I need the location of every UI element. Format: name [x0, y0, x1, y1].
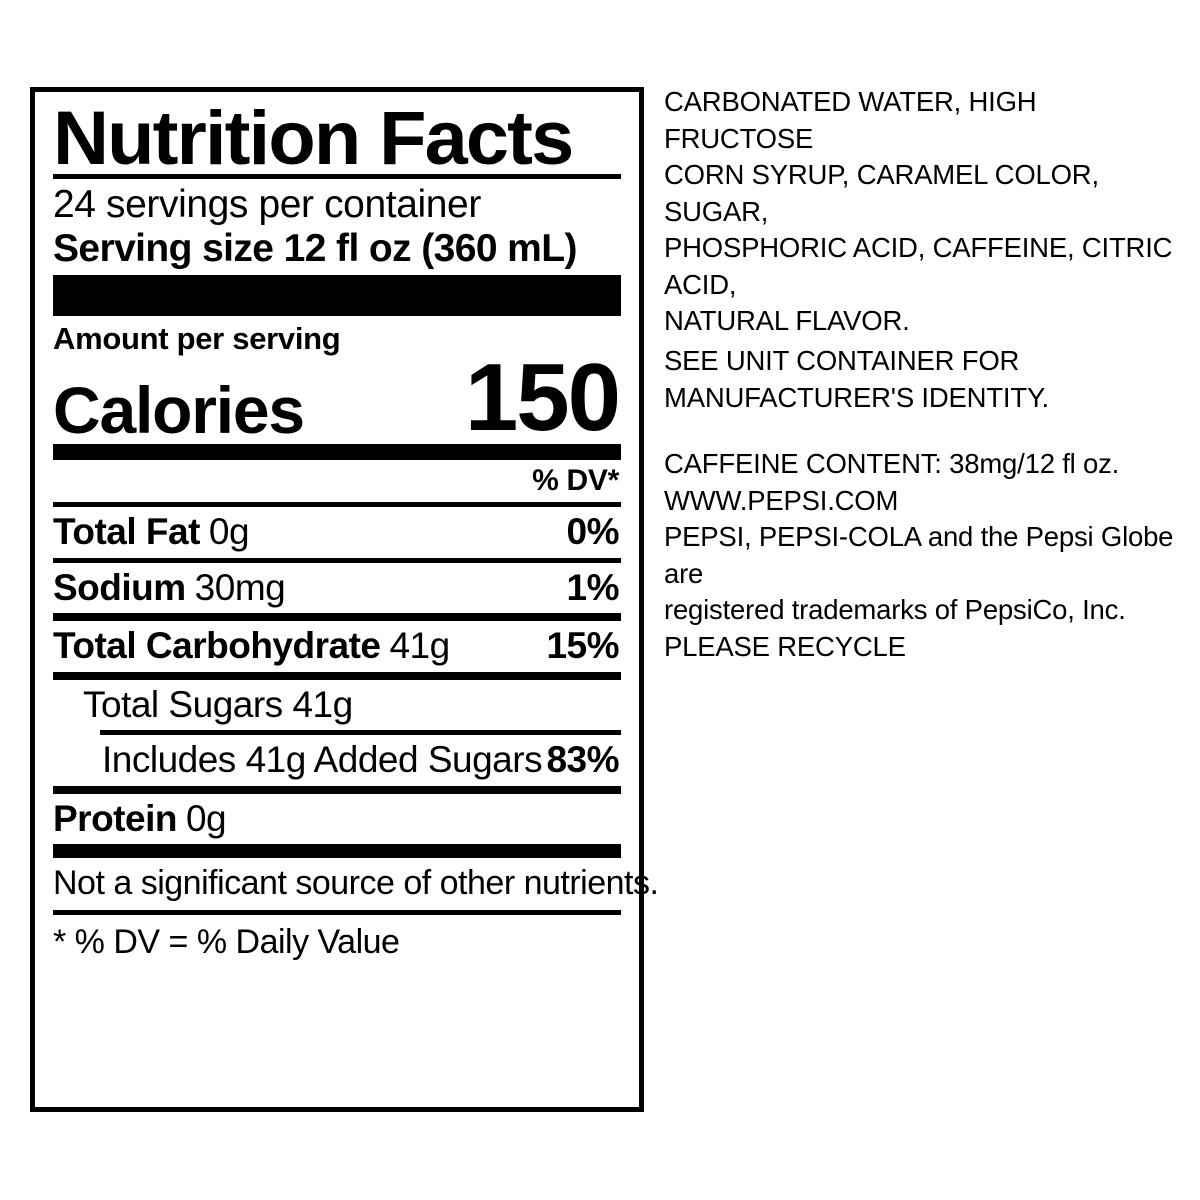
table-row: Total Carbohydrate 41g 15%	[53, 621, 621, 671]
nutrient-amount: 0g	[208, 511, 250, 553]
daily-value-header: % DV*	[532, 464, 619, 498]
nutrient-name-amount: Sodium 30mg	[53, 566, 286, 608]
table-row: Total Sugars 41g	[53, 680, 621, 730]
nutrient-percent: 83%	[546, 739, 619, 781]
nutrient-percent: 0%	[566, 511, 620, 553]
not-significant-source-note: Not a significant source of other nutrie…	[53, 864, 659, 903]
divider-under-dv-header	[53, 502, 621, 508]
divider-row	[53, 613, 621, 622]
nutrient-name: Total Carbohydrate	[53, 625, 381, 667]
website-url[interactable]: WWW.PEPSI.COM	[664, 484, 899, 516]
nutrition-facts-title: Nutrition Facts	[53, 96, 574, 181]
amount-per-serving-label: Amount per serving	[53, 320, 341, 356]
nutrient-percent: 15%	[546, 625, 619, 667]
nutrient-amount: 0g	[185, 797, 227, 839]
unit-container-note-line: MANUFACTURER'S IDENTITY.	[664, 381, 1049, 413]
calories-value: 150	[464, 343, 621, 451]
table-row: Includes 41g Added Sugars 83%	[53, 735, 621, 785]
ingredients-line: CORN SYRUP, CARAMEL COLOR, SUGAR,	[664, 159, 1099, 227]
divider-row	[53, 557, 621, 563]
table-row: Total Fat 0g 0%	[53, 507, 621, 557]
nutrient-name: Sodium	[53, 566, 186, 608]
ingredients-column: CARBONATED WATER, HIGH FRUCTOSE CORN SYR…	[664, 84, 1184, 665]
divider-row-indented	[100, 730, 621, 736]
nutrient-name-amount: Total Carbohydrate 41g	[53, 625, 450, 667]
daily-value-footnote: * % DV = % Daily Value	[53, 922, 400, 961]
nutrient-name: Total Sugars 41g	[83, 683, 353, 725]
ingredients-line: CARBONATED WATER, HIGH FRUCTOSE	[664, 86, 1037, 154]
divider-row	[53, 785, 621, 794]
table-row: Sodium 30mg 1%	[53, 563, 621, 613]
ingredients-line: PHOSPHORIC ACID, CAFFEINE, CITRIC ACID,	[664, 232, 1173, 300]
nutrient-amount: 30mg	[194, 566, 286, 608]
nutrient-amount: 41g	[389, 625, 450, 667]
unit-container-note-line: SEE UNIT CONTAINER FOR	[664, 344, 1020, 376]
divider-above-dv-footnote	[53, 909, 621, 915]
calories-label: Calories	[53, 372, 305, 447]
serving-size: Serving size 12 fl oz (360 mL)	[53, 227, 577, 271]
recycle-note: PLEASE RECYCLE	[664, 630, 906, 662]
nutrient-name: Protein	[53, 797, 177, 839]
nutrition-facts-panel: Nutrition Facts 24 servings per containe…	[30, 87, 659, 1112]
nutrient-name: Total Fat	[53, 511, 200, 553]
nutrition-panel-inner: Nutrition Facts 24 servings per containe…	[53, 98, 659, 1103]
ingredients-line: NATURAL FLAVOR.	[664, 305, 910, 337]
table-row: Protein 0g	[53, 794, 621, 844]
trademark-line: PEPSI, PEPSI-COLA and the Pepsi Globe ar…	[664, 521, 1174, 589]
divider-row	[53, 671, 621, 680]
nutrient-name-amount: Total Fat 0g	[53, 511, 250, 553]
divider-under-protein	[53, 844, 621, 859]
spacer	[664, 416, 1184, 446]
calories-row: Calories 150	[53, 343, 621, 451]
nutrient-percent: 1%	[566, 566, 620, 608]
nutrient-name: Includes 41g Added Sugars	[102, 739, 543, 781]
servings-per-container: 24 servings per container	[53, 182, 481, 226]
divider-under-title	[53, 173, 621, 179]
divider-under-calories	[53, 444, 621, 461]
divider-block-above-calories	[53, 274, 621, 316]
trademark-line: registered trademarks of PepsiCo, Inc.	[664, 594, 1126, 626]
nutrient-name-amount: Protein 0g	[53, 797, 227, 839]
caffeine-content: CAFFEINE CONTENT: 38mg/12 fl oz.	[664, 448, 1120, 480]
